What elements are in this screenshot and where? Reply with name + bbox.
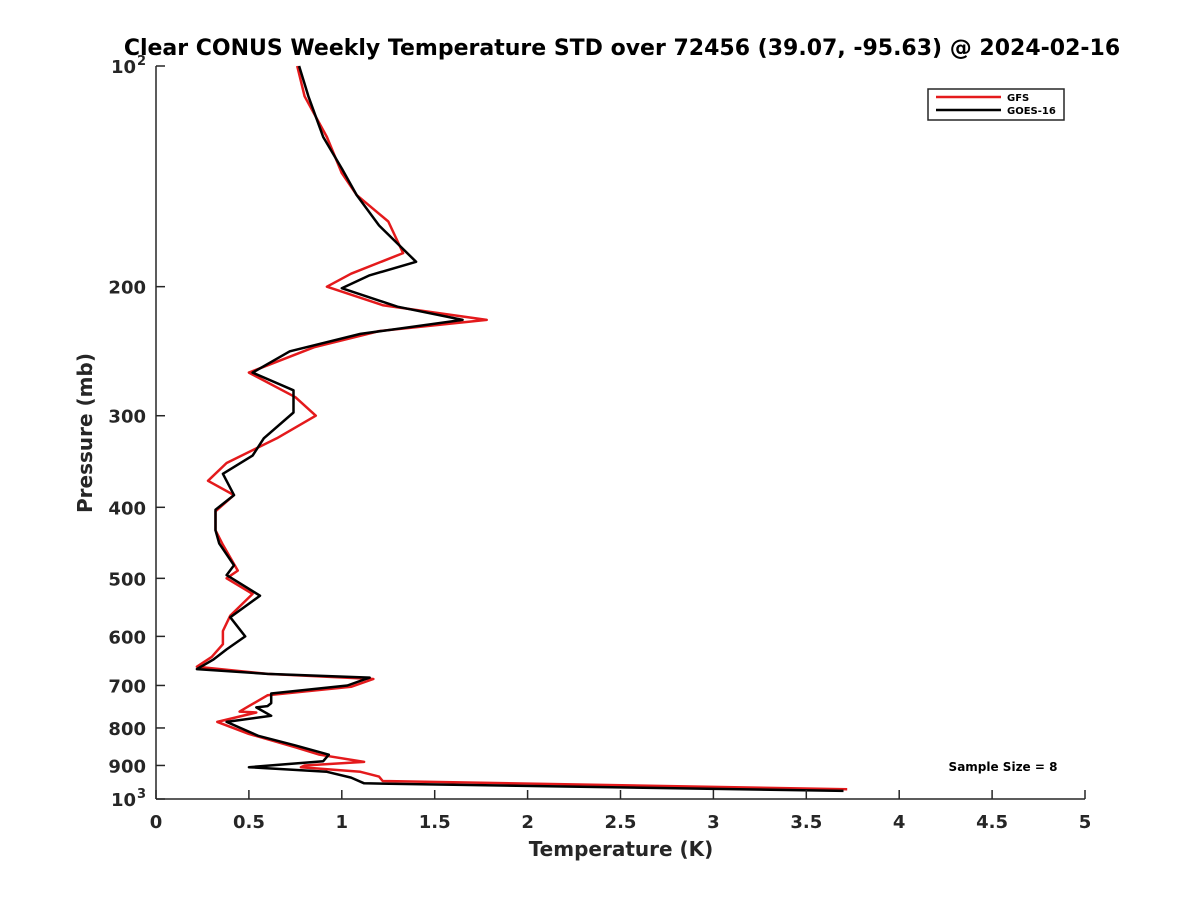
x-tick-label: 4.5 xyxy=(976,812,1008,833)
series-line-goes-16 xyxy=(195,65,844,793)
x-tick-label: 3.5 xyxy=(790,812,822,833)
y-axis-label: Pressure (mb) xyxy=(73,353,97,513)
axes-layer: 0 0.5 1 1.5 2 2.5 3 3.5 4 4.5 510 22003004005006007… xyxy=(108,54,1091,833)
x-tick-label: 3 xyxy=(707,812,720,833)
y-tick-label: 10 xyxy=(111,57,136,78)
y-tick-label: 600 xyxy=(108,627,146,648)
sample-size-annotation: Sample Size = 8 xyxy=(949,760,1058,774)
legend: GFS GOES-16 xyxy=(927,88,1065,121)
x-tick-label: 0 xyxy=(150,812,163,833)
series-line-gfs xyxy=(195,65,848,791)
y-tick-label: 10 xyxy=(111,790,136,811)
legend-label-gfs: GFS xyxy=(1007,93,1029,104)
y-tick-label: 700 xyxy=(108,676,146,697)
x-tick-label: 5 xyxy=(1079,812,1092,833)
y-tick-label: 900 xyxy=(108,756,146,777)
y-tick-label: 200 xyxy=(108,278,146,299)
x-tick-label: 2.5 xyxy=(605,812,637,833)
x-tick-label: 1.5 xyxy=(419,812,451,833)
y-tick-exponent: 3 xyxy=(137,787,146,802)
legend-box xyxy=(927,88,1065,121)
x-tick-label: 1 xyxy=(336,812,349,833)
x-tick-label: 4 xyxy=(893,812,906,833)
y-tick-label: 300 xyxy=(108,407,146,428)
chart-title: Clear CONUS Weekly Temperature STD over … xyxy=(124,36,1120,61)
y-tick-exponent: 2 xyxy=(137,54,146,69)
y-tick-label: 500 xyxy=(108,569,146,590)
y-tick-label: 400 xyxy=(108,498,146,519)
x-axis-label: Temperature (K) xyxy=(529,837,714,861)
y-tick-label: 800 xyxy=(108,719,146,740)
series-layer xyxy=(195,65,848,793)
x-tick-label: 2 xyxy=(521,812,534,833)
legend-label-goes16: GOES-16 xyxy=(1007,106,1056,117)
x-tick-label: 0.5 xyxy=(233,812,265,833)
